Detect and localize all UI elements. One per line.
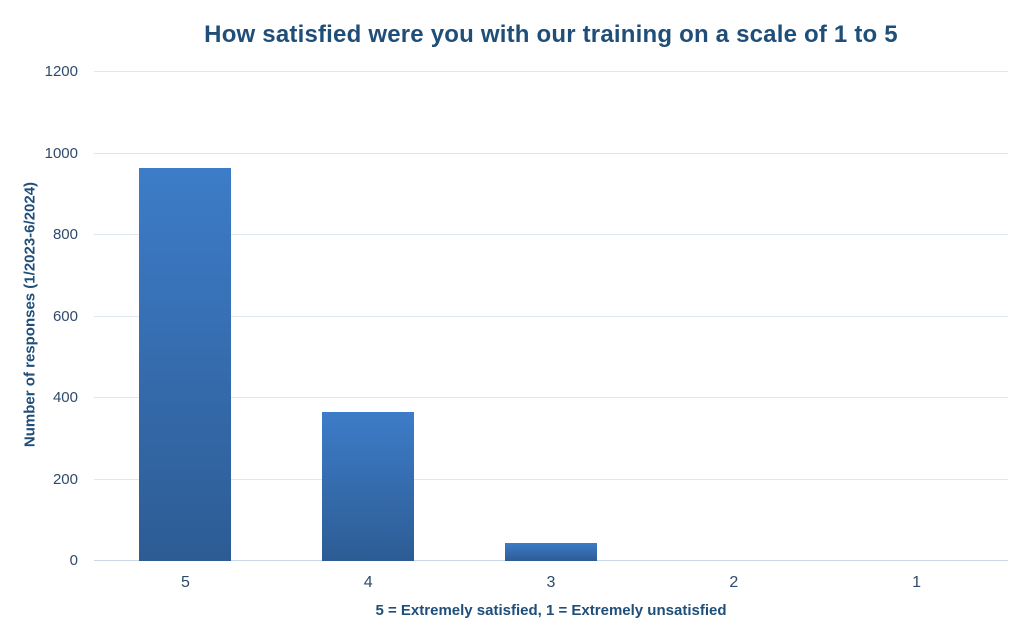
gridline <box>94 234 1008 235</box>
gridline <box>94 71 1008 72</box>
x-axis: 5 4 3 2 1 <box>94 574 1008 594</box>
y-tick-label: 1200 <box>44 63 78 80</box>
bar-category-5 <box>139 167 232 561</box>
y-tick-label: 800 <box>52 226 78 243</box>
y-tick-label: 200 <box>52 470 78 488</box>
y-tick-label: 400 <box>52 389 78 406</box>
y-tick-label: 1000 <box>44 144 78 162</box>
gridline <box>94 397 1008 398</box>
gridline <box>94 478 1008 480</box>
x-category-label: 1 <box>912 574 922 591</box>
y-tick-label: 0 <box>69 552 78 569</box>
x-category-label: 5 <box>180 574 190 591</box>
bar-category-3 <box>505 542 597 561</box>
gridline <box>94 315 1008 317</box>
x-category-label: 3 <box>546 574 556 591</box>
chart-title: How satisfied were you with our training… <box>204 21 898 48</box>
y-axis: 0 200 400 600 800 1000 1200 <box>0 63 86 569</box>
x-category-label: 2 <box>729 574 739 591</box>
x-axis-title: 5 = Extremely satisfied, 1 = Extremely u… <box>375 602 727 619</box>
bar-category-4 <box>322 412 415 561</box>
x-category-label: 4 <box>363 574 373 591</box>
y-tick-label: 600 <box>52 307 78 325</box>
gridline <box>94 152 1008 154</box>
plot-area <box>94 71 1008 561</box>
